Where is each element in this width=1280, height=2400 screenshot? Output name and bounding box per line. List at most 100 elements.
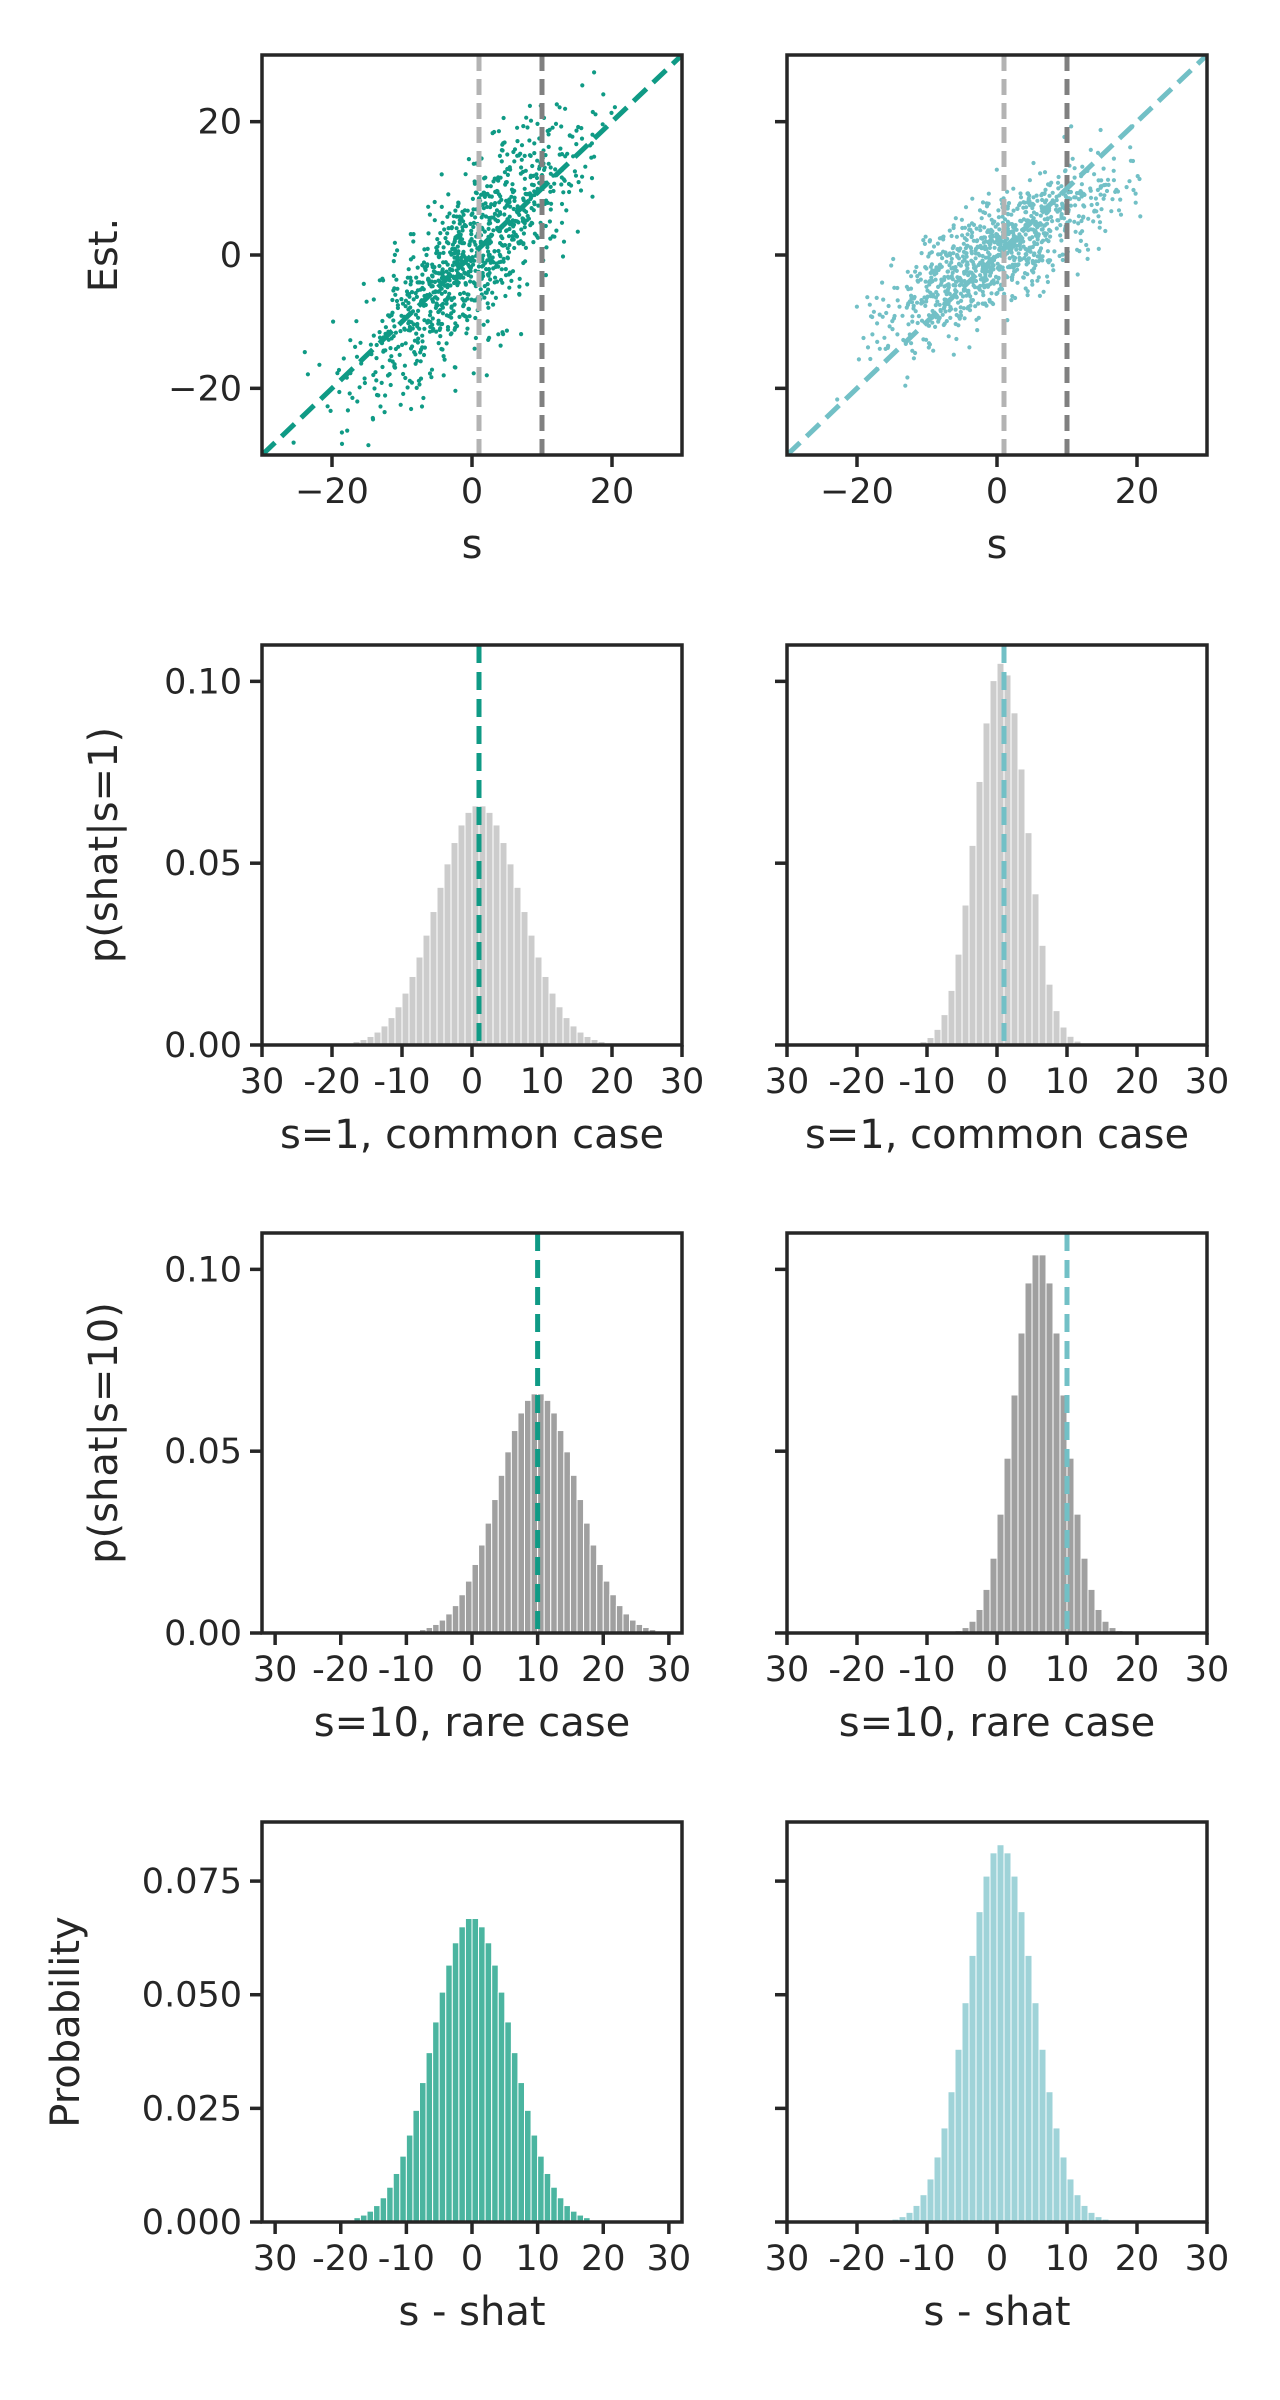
scatter-point [1032, 230, 1037, 235]
scatter-point [1005, 204, 1011, 209]
scatter-point [996, 208, 1001, 213]
scatter-point [550, 125, 555, 130]
scatter-point [1038, 257, 1043, 262]
scatter-point [947, 263, 952, 268]
scatter-point [478, 287, 483, 292]
histogram-bar [1024, 1954, 1033, 2222]
scatter-point [482, 295, 487, 300]
scatter-point [944, 259, 949, 264]
scatter-point [1103, 182, 1108, 187]
scatter-point [391, 334, 396, 339]
histogram-bar [394, 1006, 403, 1045]
histogram-bar [387, 1017, 396, 1045]
scatter-point [449, 315, 454, 320]
scatter-point [1055, 218, 1060, 223]
scatter-point [1044, 211, 1049, 216]
scatter-point [481, 322, 486, 327]
scatter-point [493, 264, 498, 270]
scatter-point [1074, 191, 1080, 196]
scatter-point [379, 380, 384, 385]
histogram-bar [1003, 1457, 1012, 1633]
scatter-point [472, 346, 477, 351]
scatter-point [973, 278, 979, 284]
scatter-point [486, 226, 491, 231]
scatter-point [504, 203, 509, 208]
y-tick-label: 0 [220, 236, 242, 276]
scatter-point [436, 271, 441, 276]
scatter-point [468, 279, 473, 284]
x-tick-label: 30 [240, 1062, 285, 1102]
scatter-point [1127, 179, 1132, 184]
scatter-point [507, 165, 512, 170]
scatter-point [1025, 191, 1030, 196]
scatter-point [953, 321, 958, 327]
scatter-point [987, 245, 993, 250]
x-tick-label: 0 [461, 1062, 483, 1102]
scatter-point [465, 318, 470, 323]
scatter-point [945, 274, 951, 279]
scatter-point [411, 322, 416, 327]
scatter-point [408, 346, 414, 351]
x-tick-label: 10 [520, 1062, 565, 1102]
scatter-point [1038, 213, 1043, 218]
scatter-point [511, 206, 516, 212]
scatter-point [1078, 189, 1083, 194]
histogram-bar [982, 1875, 991, 2222]
scatter-point [554, 228, 559, 233]
scatter-point [966, 273, 971, 278]
scatter-point [565, 151, 570, 156]
scatter-point [1130, 158, 1136, 164]
scatter-point [441, 260, 446, 265]
scatter-point [1097, 220, 1103, 225]
scatter-point [484, 267, 489, 272]
scatter-point [1029, 268, 1035, 273]
scatter-point [889, 263, 894, 268]
scatter-point [480, 202, 485, 207]
scatter-point [576, 124, 581, 130]
scatter-point [522, 186, 527, 191]
histogram-bar [996, 1513, 1005, 1633]
scatter-point [466, 269, 471, 275]
plot-area [919, 645, 1082, 1045]
histogram-bar [919, 2194, 928, 2222]
scatter-point [434, 329, 439, 334]
scatter-point [966, 291, 971, 296]
scatter-point [1014, 247, 1019, 252]
histogram-bar [1038, 2048, 1047, 2222]
scatter-point [411, 239, 416, 244]
scatter-point [1072, 166, 1077, 171]
x-tick-label: 0 [986, 1062, 1008, 1102]
histogram-bar [457, 824, 466, 1045]
scatter-point [392, 252, 397, 257]
scatter-point [966, 305, 971, 310]
scatter-point [354, 354, 360, 359]
x-tick-label: 30 [253, 1650, 298, 1690]
scatter-point [553, 167, 558, 172]
scatter-point [467, 314, 472, 319]
histogram-bar [912, 2204, 921, 2222]
scatter-point [935, 299, 940, 304]
scatter-point [561, 239, 567, 244]
scatter-point [409, 406, 414, 412]
scatter-point [981, 210, 986, 215]
scatter-point [988, 269, 994, 274]
panel-error-left: 30 -20 -10 0 10 20 30 0.000 0.025 0.050 0.075 s - s… [43, 1820, 691, 2335]
scatter-point [934, 290, 939, 295]
scatter-point [564, 208, 569, 213]
scatter-point [447, 211, 452, 216]
scatter-point [408, 328, 413, 333]
histogram-bar [464, 1918, 473, 2222]
scatter-point [906, 322, 911, 327]
scatter-point [1067, 218, 1072, 223]
scatter-point [941, 234, 946, 239]
scatter-point [903, 383, 908, 388]
scatter-point [420, 333, 425, 338]
scatter-point [1095, 201, 1100, 207]
histogram-bar [968, 1954, 977, 2222]
scatter-point [458, 291, 463, 297]
scatter-point [1040, 238, 1046, 243]
scatter-point [970, 196, 975, 201]
scatter-point [950, 270, 955, 275]
histogram-bar [392, 2172, 401, 2222]
scatter-point [1081, 215, 1086, 220]
